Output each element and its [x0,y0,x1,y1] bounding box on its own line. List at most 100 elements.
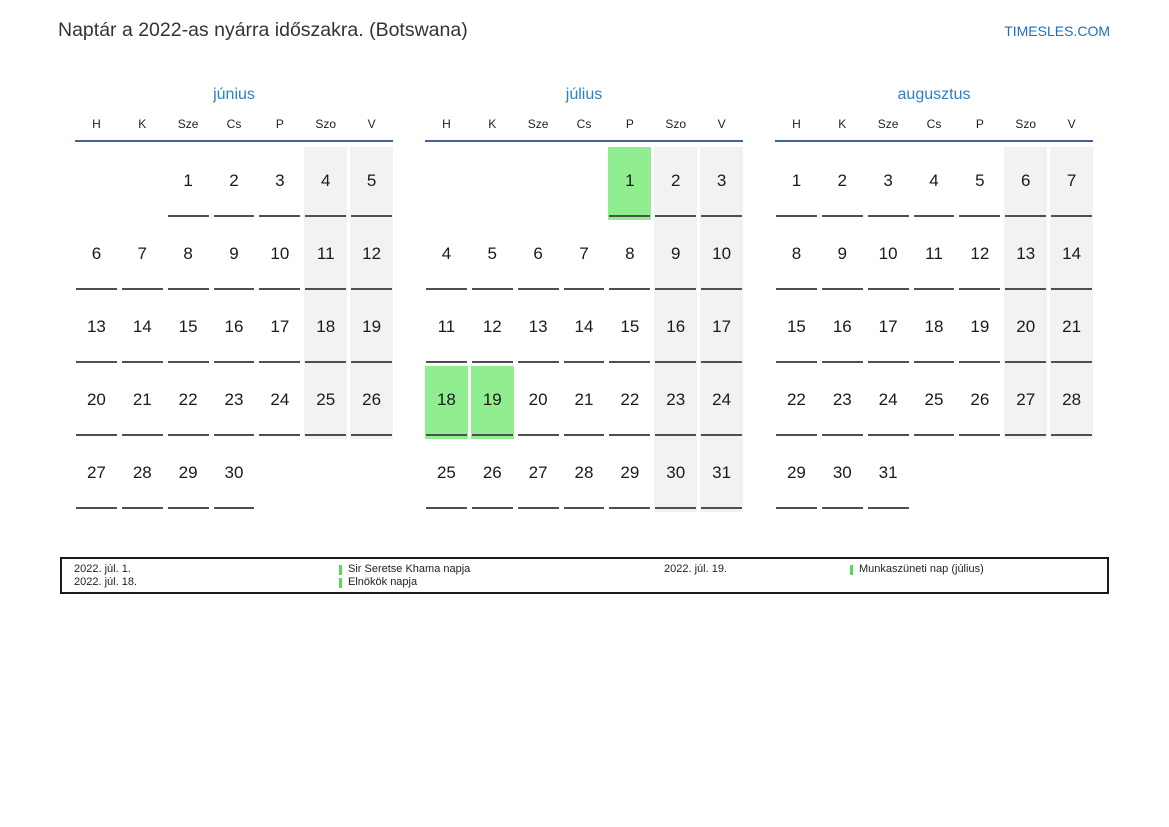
weekday-header-row: H K Sze Cs P Szo V [75,117,393,142]
calendar-day: 8 [608,220,651,293]
calendar-day: 4 [304,147,348,220]
calendar-day: 16 [654,293,698,366]
calendar-day: 3 [867,147,910,220]
weekday-label: Szo [665,117,687,131]
calendar-day: 2 [821,147,864,220]
calendar-day: 18 [913,293,956,366]
calendar-day: 3 [700,147,743,220]
weekday-label: Cs [576,117,592,131]
calendar-day: 5 [958,147,1001,220]
legend-date: 2022. júl. 1. [74,563,131,575]
weekday-label: Sze [527,117,549,131]
calendar-day: 17 [700,293,743,366]
calendar-day: 15 [775,293,818,366]
calendar-day: 10 [867,220,910,293]
calendar-day: 14 [1050,220,1093,293]
calendar-day: 11 [913,220,956,293]
weekday-label: H [442,117,451,131]
calendar-day: 12 [958,220,1001,293]
calendar-day-empty [258,439,301,512]
holiday-marker-icon [339,564,342,575]
calendar-day-empty [304,439,347,512]
calendar-day: 17 [258,293,301,366]
calendar-day: 22 [167,366,210,439]
calendar-day: 31 [700,439,743,512]
legend-label: Munkaszüneti nap (július) [859,563,984,575]
calendar-day: 25 [304,366,348,439]
weekday-label: V [717,117,726,131]
calendar-day: 15 [167,293,210,366]
calendar-day-empty [425,147,468,220]
calendar-day: 7 [1050,147,1093,220]
month-title: június [213,86,255,103]
calendar-day: 6 [75,220,118,293]
calendar-day: 27 [1004,366,1048,439]
calendar-day: 16 [213,293,256,366]
month-július: július H K Sze Cs P Szo V 1 2 3 4 5 6 7 8 9 10 11 12 13 14 15 1… [425,86,743,512]
calendar-day: 7 [121,220,164,293]
calendar-day: 9 [821,220,864,293]
page-title: Naptár a 2022-as nyárra időszakra. (Bots… [58,19,468,41]
calendar-day: 2 [654,147,698,220]
calendar-day: 23 [821,366,864,439]
calendar-day-empty [913,439,956,512]
calendar-day-empty [471,147,514,220]
weekday-label: H [792,117,801,131]
calendar-day: 29 [167,439,210,512]
calendar-grid: június H K Sze Cs P Szo V 1 2 3 4 5 6 7 8 9 10 11 12 13 14 15 1… [75,86,1093,512]
weekday-label: V [1067,117,1076,131]
weekday-label: P [275,117,284,131]
calendar-day: 6 [1004,147,1048,220]
weekday-label: Cs [926,117,942,131]
calendar-day: 10 [258,220,301,293]
weekday-label: H [92,117,101,131]
legend-dates-column: 2022. júl. 1. 2022. júl. 18. [74,563,339,589]
weekday-label: K [838,117,847,131]
weekday-label: Sze [177,117,199,131]
calendar-day: 11 [304,220,348,293]
calendar-day: 13 [1004,220,1048,293]
month-title: július [565,86,603,103]
month-title: augusztus [897,86,971,103]
calendar-day: 2 [213,147,256,220]
calendar-day: 14 [563,293,606,366]
calendar-day: 18 [304,293,348,366]
calendar-day: 8 [167,220,210,293]
calendar-day: 18 [425,366,468,439]
calendar-day: 29 [775,439,818,512]
calendar-day: 9 [654,220,698,293]
legend-date: 2022. júl. 19. [664,563,727,575]
calendar-day: 4 [425,220,468,293]
month-days: 1 2 3 4 5 6 7 8 9 10 11 12 13 14 15 16 17 18 19 20 21 22 23 24 2… [75,147,393,512]
weekday-label: Szo [1015,117,1037,131]
site-link[interactable]: TIMESLES.COM [1004,23,1110,39]
calendar-day: 13 [75,293,118,366]
weekday-label: P [975,117,984,131]
calendar-day: 17 [867,293,910,366]
calendar-day: 6 [517,220,560,293]
calendar-day: 24 [700,366,743,439]
calendar-day: 9 [213,220,256,293]
legend-item: Elnökök napja [339,576,664,589]
calendar-day: 28 [563,439,606,512]
calendar-day: 20 [517,366,560,439]
calendar-day-empty [563,147,606,220]
calendar-day: 5 [350,147,393,220]
weekday-header-row: H K Sze Cs P Szo V [425,117,743,142]
calendar-day: 24 [258,366,301,439]
calendar-day: 11 [425,293,468,366]
holiday-legend: 2022. júl. 1. 2022. júl. 18. Sir Seretse… [60,557,1109,594]
legend-item: Munkaszüneti nap (július) [850,563,1107,576]
calendar-day-empty [1004,439,1047,512]
calendar-day-empty [75,147,118,220]
calendar-day: 24 [867,366,910,439]
weekday-label: K [488,117,497,131]
weekday-header-row: H K Sze Cs P Szo V [775,117,1093,142]
calendar-day: 30 [654,439,698,512]
calendar-day-empty [958,439,1001,512]
calendar-day: 23 [654,366,698,439]
calendar-day: 16 [821,293,864,366]
calendar-day: 31 [867,439,910,512]
calendar-day: 29 [608,439,651,512]
calendar-day: 5 [471,220,514,293]
